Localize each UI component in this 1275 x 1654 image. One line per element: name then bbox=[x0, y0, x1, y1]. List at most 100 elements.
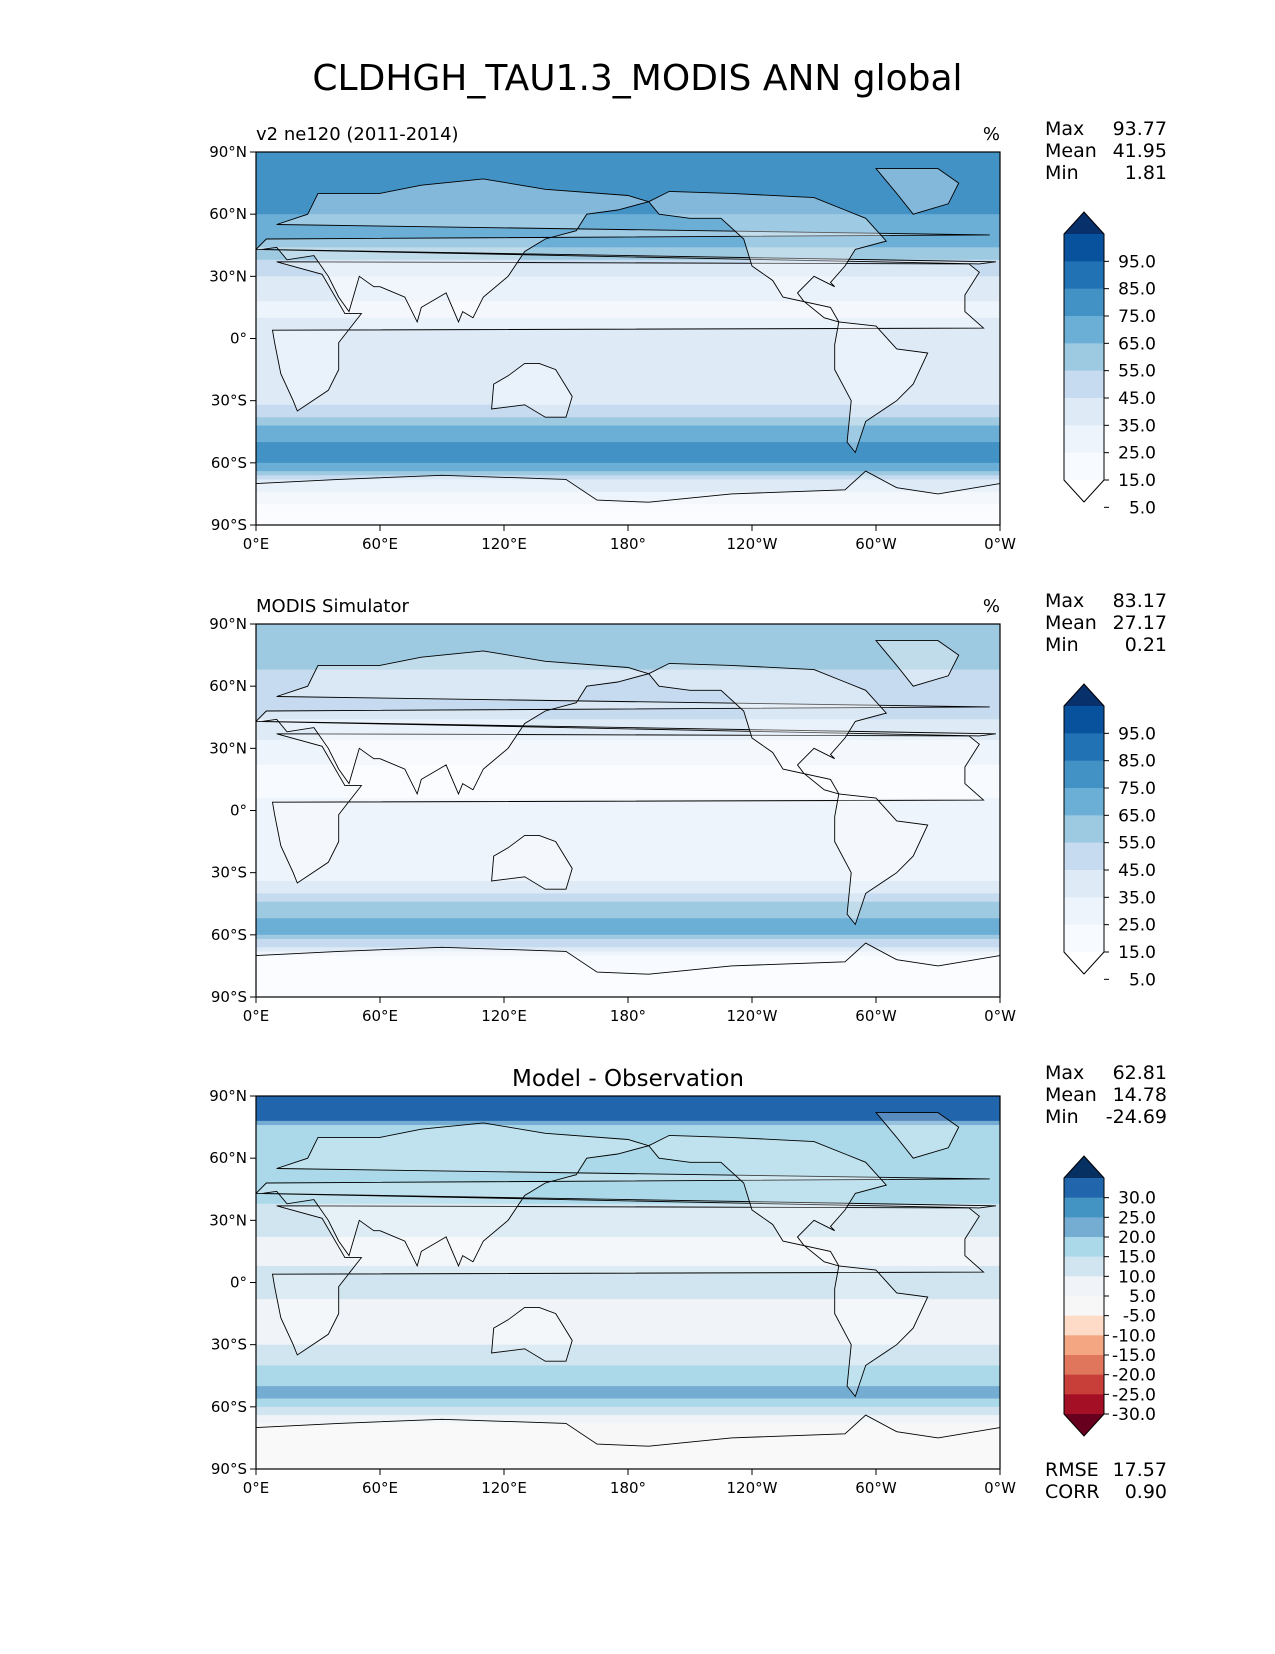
zonal-band bbox=[256, 682, 1000, 687]
stat-min-label: Min bbox=[1045, 1106, 1079, 1128]
stat-max-row: Max 93.77 bbox=[1045, 118, 1167, 140]
zonal-band bbox=[256, 1145, 1000, 1151]
colorbar-bin bbox=[1064, 924, 1104, 953]
zonal-band bbox=[256, 827, 1000, 832]
zonal-band bbox=[256, 512, 1000, 518]
zonal-band bbox=[256, 930, 1000, 936]
zonal-band bbox=[256, 1228, 1000, 1234]
colorbar-level-label: 35.0 bbox=[1118, 416, 1156, 436]
zonal-band bbox=[256, 653, 1000, 658]
zonal-band bbox=[256, 367, 1000, 373]
zonal-band bbox=[256, 839, 1000, 845]
zonal-band bbox=[256, 918, 1000, 923]
zonal-band bbox=[256, 396, 1000, 402]
coastline bbox=[875, 640, 960, 687]
zonal-band bbox=[256, 1381, 1000, 1387]
zonal-band bbox=[256, 417, 1000, 422]
coastline bbox=[271, 1205, 985, 1356]
zonal-band bbox=[256, 1348, 1000, 1354]
colorbar-level-label: -15.0 bbox=[1112, 1346, 1156, 1366]
zonal-band bbox=[256, 384, 1000, 389]
zonal-band bbox=[256, 1464, 1000, 1469]
zonal-band bbox=[256, 346, 1000, 352]
zonal-band bbox=[256, 1294, 1000, 1300]
colorbar-bin bbox=[1064, 398, 1104, 426]
zonal-band bbox=[256, 1369, 1000, 1375]
colorbar-bin bbox=[1064, 733, 1104, 762]
x-tick-label: 180° bbox=[610, 1479, 646, 1497]
zonal-band bbox=[256, 773, 1000, 778]
zonal-band bbox=[256, 731, 1000, 737]
zonal-band bbox=[256, 648, 1000, 654]
colorbar: 30.025.020.015.010.05.0-5.0-10.0-15.0-20… bbox=[1063, 1155, 1156, 1437]
coastline bbox=[834, 321, 929, 454]
x-tick-label: 180° bbox=[610, 1007, 646, 1025]
zonal-band bbox=[256, 831, 1000, 836]
zonal-band bbox=[256, 735, 1000, 741]
zonal-band bbox=[256, 508, 1000, 514]
zonal-band bbox=[256, 1361, 1000, 1366]
colorbar-under bbox=[1064, 480, 1104, 502]
zonal-band bbox=[256, 1249, 1000, 1255]
zonal-band bbox=[256, 1456, 1000, 1462]
zonal-band bbox=[256, 727, 1000, 733]
zonal-band bbox=[256, 181, 1000, 186]
zonal-band bbox=[256, 1108, 1000, 1114]
zonal-band bbox=[256, 379, 1000, 385]
zonal-band bbox=[256, 176, 1000, 182]
stat-rmse-label: RMSE bbox=[1045, 1459, 1099, 1481]
zonal-band bbox=[256, 1332, 1000, 1337]
zonal-band bbox=[256, 1203, 1000, 1209]
zonal-band bbox=[256, 321, 1000, 327]
zonal-band bbox=[256, 1398, 1000, 1404]
zonal-band bbox=[256, 777, 1000, 783]
zonal-band bbox=[256, 694, 1000, 700]
zonal-band bbox=[256, 1423, 1000, 1429]
zonal-band bbox=[256, 905, 1000, 911]
colorbar-level-label: 10.0 bbox=[1118, 1267, 1156, 1287]
zonal-band bbox=[256, 359, 1000, 364]
stat-max-label: Max bbox=[1045, 590, 1085, 612]
zonal-band bbox=[256, 889, 1000, 894]
x-tick-label: 60°E bbox=[362, 535, 398, 553]
y-tick-label: 0° bbox=[230, 1274, 247, 1292]
stat-max-row: Max 83.17 bbox=[1045, 590, 1167, 612]
stat-max-value: 83.17 bbox=[1112, 590, 1167, 612]
zonal-band bbox=[256, 1174, 1000, 1180]
zonal-band bbox=[256, 1170, 1000, 1176]
colorbar-level-label: 45.0 bbox=[1118, 861, 1156, 881]
coastline bbox=[256, 1122, 996, 1268]
zonal-band bbox=[256, 690, 1000, 696]
zonal-band bbox=[256, 201, 1000, 207]
zonal-band bbox=[256, 657, 1000, 662]
zonal-band bbox=[256, 914, 1000, 919]
zonal-band bbox=[256, 1274, 1000, 1279]
x-tick-label: 0°E bbox=[243, 1479, 270, 1497]
zonal-band bbox=[256, 164, 1000, 170]
zonal-band bbox=[256, 835, 1000, 841]
colorbar-level-label: 35.0 bbox=[1118, 888, 1156, 908]
colorbar-bin bbox=[1064, 1217, 1104, 1238]
x-tick-label: 0°W bbox=[984, 535, 1016, 553]
colorbar-over bbox=[1064, 1156, 1104, 1178]
zonal-band bbox=[256, 156, 1000, 161]
zonal-band bbox=[256, 172, 1000, 178]
zonal-band bbox=[256, 284, 1000, 290]
y-tick-label: 30°S bbox=[211, 1336, 247, 1354]
colorbar-bin bbox=[1064, 1374, 1104, 1395]
colorbar-level-label: 5.0 bbox=[1129, 970, 1156, 990]
y-tick-label: 60°S bbox=[211, 1398, 247, 1416]
colorbar-level-label: 75.0 bbox=[1118, 307, 1156, 327]
stat-min-label: Min bbox=[1045, 162, 1079, 184]
zonal-band bbox=[256, 1315, 1000, 1321]
zonal-band bbox=[256, 628, 1000, 633]
zonal-band bbox=[256, 756, 1000, 762]
colorbar: 95.0 85.0 75.0 65.0 55.0 45.0 35.0 25.0 15.0 5.0 bbox=[1063, 683, 1156, 990]
zonal-band bbox=[256, 922, 1000, 928]
zonal-band bbox=[256, 959, 1000, 965]
panel-units: % bbox=[983, 596, 1000, 617]
y-tick-label: 30°S bbox=[211, 392, 247, 410]
y-tick-label: 30°N bbox=[209, 739, 247, 757]
zonal-band bbox=[256, 1344, 1000, 1350]
x-tick-label: 0°W bbox=[984, 1007, 1016, 1025]
